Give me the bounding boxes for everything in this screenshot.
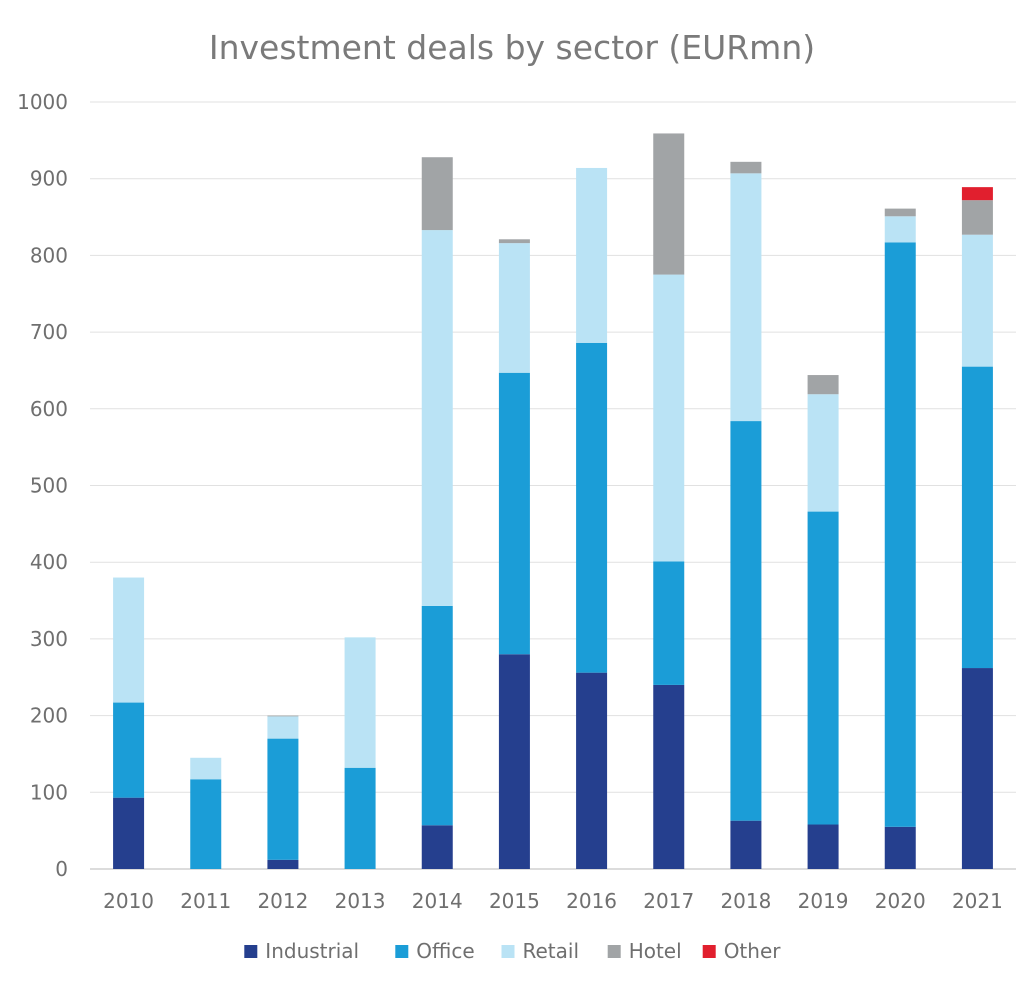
y-tick-label: 600 <box>30 397 68 421</box>
bar-office-2016 <box>576 342 608 673</box>
bar-retail-2014 <box>421 230 453 606</box>
legend-swatch <box>501 945 515 958</box>
bar-office-2020 <box>884 242 916 827</box>
bar-hotel-2012 <box>267 715 299 717</box>
bar-office-2010 <box>113 702 145 798</box>
y-tick-label: 200 <box>30 704 68 728</box>
y-tick-label: 100 <box>30 780 68 804</box>
legend-swatch <box>244 945 258 958</box>
bar-retail-2020 <box>884 216 916 243</box>
bar-retail-2015 <box>498 243 530 373</box>
bar-retail-2013 <box>344 637 376 768</box>
bar-office-2014 <box>421 605 453 826</box>
bar-industrial-2019 <box>807 824 839 869</box>
bar-industrial-2016 <box>576 672 608 869</box>
bar-retail-2019 <box>807 394 839 512</box>
bar-industrial-2010 <box>113 797 145 869</box>
bar-office-2012 <box>267 738 299 860</box>
y-axis-ticks: 0 100 200 300 400 500 600 700 800 900 1000 <box>17 90 68 881</box>
y-tick-label: 0 <box>55 857 68 881</box>
bar-industrial-2015 <box>498 654 530 869</box>
x-tick-label: 2014 <box>412 889 463 913</box>
bar-industrial-2021 <box>961 668 993 869</box>
y-tick-label: 800 <box>30 243 68 267</box>
x-tick-label: 2017 <box>643 889 694 913</box>
y-tick-label: 1000 <box>17 90 68 114</box>
bar-retail-2011 <box>190 757 222 780</box>
legend-label: Retail <box>523 939 580 963</box>
bar-retail-2018 <box>730 173 762 422</box>
legend-item-other: Other <box>702 939 782 963</box>
legend-item-office: Office <box>395 939 475 963</box>
bar-office-2015 <box>498 372 530 655</box>
bar-office-2013 <box>344 767 376 869</box>
x-tick-label: 2011 <box>180 889 231 913</box>
bar-office-2021 <box>961 366 993 669</box>
bars <box>113 133 993 869</box>
bar-hotel-2021 <box>961 200 993 235</box>
x-axis-ticks: 2010 2011 2012 2013 2014 2015 2016 2017 2018 2019… <box>103 889 1003 913</box>
bar-hotel-2014 <box>421 157 453 231</box>
bar-industrial-2014 <box>421 825 453 869</box>
bar-industrial-2012 <box>267 859 299 869</box>
legend-item-retail: Retail <box>501 939 580 963</box>
y-tick-label: 700 <box>30 320 68 344</box>
chart-title: Investment deals by sector (EURmn) <box>208 28 816 67</box>
bar-office-2019 <box>807 511 839 825</box>
bar-industrial-2018 <box>730 820 762 869</box>
legend-swatch <box>702 945 716 958</box>
bar-retail-2016 <box>576 167 608 343</box>
y-tick-label: 300 <box>30 627 68 651</box>
bar-office-2017 <box>653 561 685 685</box>
bar-hotel-2017 <box>653 133 685 275</box>
x-tick-label: 2020 <box>875 889 926 913</box>
legend-label: Industrial <box>265 939 359 963</box>
gridlines <box>90 101 1016 870</box>
x-tick-label: 2010 <box>103 889 154 913</box>
legend-label: Hotel <box>629 939 682 963</box>
x-tick-label: 2013 <box>335 889 386 913</box>
x-tick-label: 2019 <box>798 889 849 913</box>
bar-retail-2021 <box>961 234 993 367</box>
x-tick-label: 2018 <box>720 889 771 913</box>
bar-industrial-2017 <box>653 684 685 869</box>
bar-other-2021 <box>961 187 993 201</box>
bar-office-2018 <box>730 421 762 821</box>
bar-retail-2017 <box>653 274 685 562</box>
bar-retail-2010 <box>113 577 145 703</box>
bar-hotel-2018 <box>730 161 762 174</box>
x-tick-label: 2021 <box>952 889 1003 913</box>
bar-office-2011 <box>190 779 222 869</box>
y-tick-label: 900 <box>30 167 68 191</box>
x-tick-label: 2012 <box>257 889 308 913</box>
bar-industrial-2020 <box>884 826 916 869</box>
y-tick-label: 400 <box>30 550 68 574</box>
legend: Industrial Office Retail Hotel Other <box>244 939 781 963</box>
y-tick-label: 500 <box>30 474 68 498</box>
legend-label: Office <box>416 939 474 963</box>
legend-label: Other <box>724 939 782 963</box>
legend-item-hotel: Hotel <box>607 939 682 963</box>
x-tick-label: 2015 <box>489 889 540 913</box>
legend-swatch <box>607 945 621 958</box>
bar-hotel-2020 <box>884 208 916 217</box>
legend-item-industrial: Industrial <box>244 939 359 963</box>
bar-hotel-2019 <box>807 375 839 395</box>
x-tick-label: 2016 <box>566 889 617 913</box>
bar-hotel-2015 <box>498 239 530 244</box>
legend-swatch <box>395 945 409 958</box>
bar-retail-2012 <box>267 716 299 739</box>
